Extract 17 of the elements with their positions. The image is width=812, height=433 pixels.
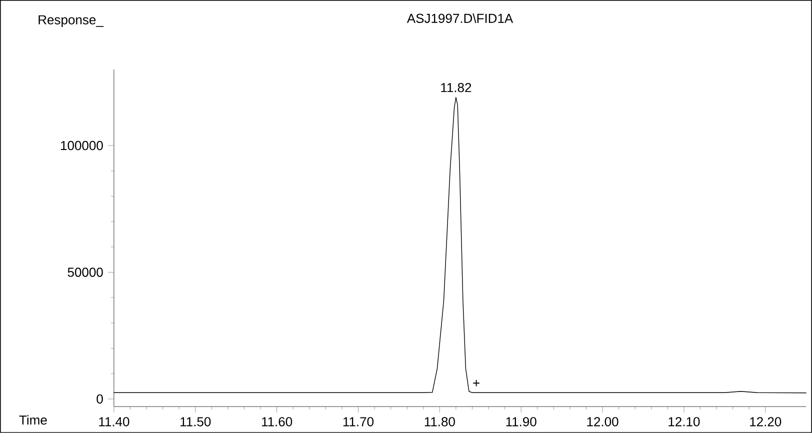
annotation: 11.82 [441,83,472,92]
x-tick-label: 12.10 [668,417,700,426]
y-axis-title: Response_ [38,15,104,28]
x-tick-label: 11.80 [424,417,455,426]
x-tick-label: 11.90 [506,417,536,426]
x-tick-label: 12.20 [750,417,782,426]
x-tick-label: 11.40 [99,417,130,426]
y-tick-label: 100000 [61,140,103,150]
x-tick-label: 12.00 [587,417,618,426]
x-axis-title: Time [19,415,47,425]
x-tick-label: 11.70 [343,417,374,426]
chart-title: ASJ1997.D\FID1A [406,13,514,24]
x-tick-label: 11.60 [262,417,292,426]
y-tick-label: 50000 [68,268,103,277]
annotation: + [473,380,480,386]
y-tick-label: 0 [96,394,103,404]
x-tick-label: 11.50 [180,417,211,426]
